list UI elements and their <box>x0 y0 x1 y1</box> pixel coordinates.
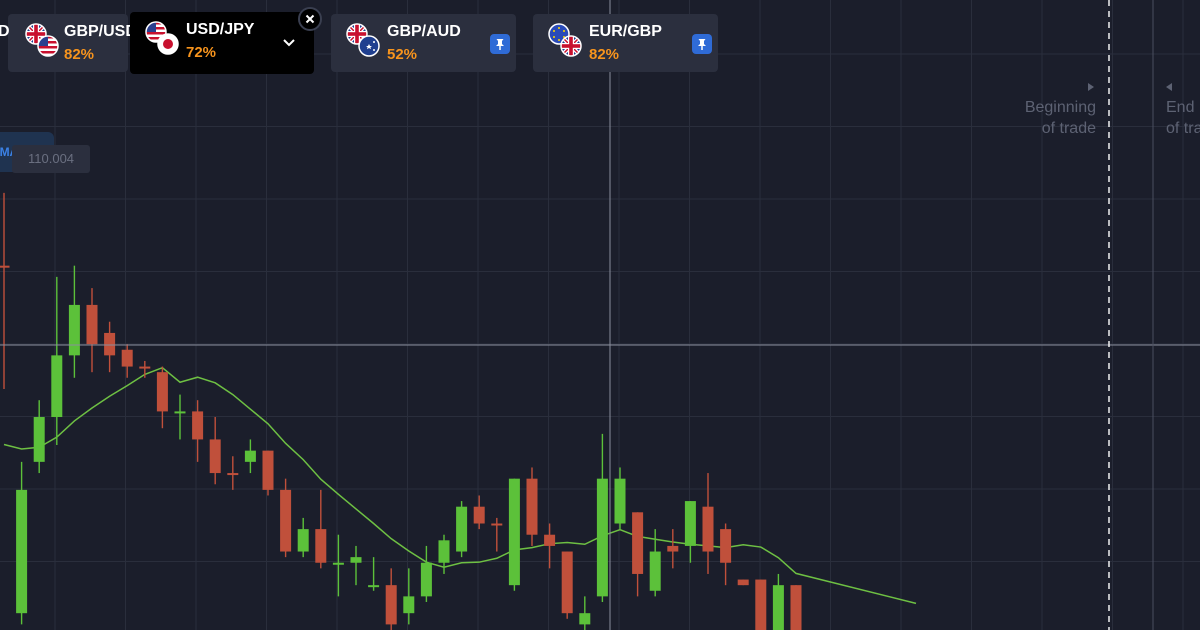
candles <box>0 192 802 630</box>
pin-button[interactable] <box>692 34 712 54</box>
flag-pair-icon <box>345 22 380 57</box>
candle-body <box>192 411 204 440</box>
candle-body <box>227 473 239 476</box>
flag-pair-icon <box>22 22 62 62</box>
candle-body <box>491 523 503 526</box>
tab-pair-label: GBP/AUD <box>387 23 461 40</box>
triangle-left-icon <box>1166 83 1172 91</box>
candle-body <box>350 557 362 563</box>
candle-body <box>16 489 28 614</box>
tab-pair-label: USD/JPY <box>186 21 255 38</box>
chevron-down-icon[interactable] <box>282 38 296 48</box>
tab-gbp-usd[interactable]: GBP/USD 82% <box>8 14 137 72</box>
candle-body <box>33 417 45 462</box>
candle-body <box>332 562 344 565</box>
candle-body <box>315 529 327 563</box>
tab-partial-label: D <box>0 23 10 40</box>
triangle-right-icon <box>1088 83 1094 91</box>
flag-pair-icon <box>548 23 587 62</box>
candle-body <box>561 551 573 614</box>
candle-body <box>385 585 397 625</box>
candle-body <box>684 501 696 546</box>
trade-markers <box>1108 0 1154 630</box>
candle-body <box>526 478 538 535</box>
candle-body <box>174 411 186 414</box>
tab-percent: 82% <box>589 46 620 63</box>
candle-body <box>297 529 309 552</box>
pin-icon <box>698 39 706 50</box>
candle-body <box>579 613 591 625</box>
candle-body <box>51 355 63 418</box>
candle-body <box>737 579 749 586</box>
candle-body <box>244 450 256 462</box>
candle-body <box>368 585 380 588</box>
candle-body <box>209 439 221 474</box>
candle-body <box>614 478 626 524</box>
candle-body <box>755 579 767 630</box>
price-tag: 110.004 <box>12 145 90 173</box>
candle-body <box>667 545 679 552</box>
moving-average-line <box>3 366 917 605</box>
moving-average-path <box>3 366 917 605</box>
candle-body <box>403 596 415 614</box>
candle-body <box>632 512 644 574</box>
candle-body <box>280 489 292 552</box>
candle-body <box>121 349 133 367</box>
tab-percent: 82% <box>64 46 95 63</box>
candle-body <box>156 372 168 412</box>
candle-body <box>649 551 661 591</box>
tab-percent: 72% <box>186 44 217 61</box>
candle-body <box>456 506 468 552</box>
flag-pair-icon <box>144 20 179 55</box>
candle-body <box>702 506 714 552</box>
candle-body <box>139 366 151 369</box>
pin-button[interactable] <box>490 34 510 54</box>
tab-gbp-aud[interactable]: GBP/AUD 52% <box>331 14 516 72</box>
candle-body <box>262 450 274 490</box>
candle-body <box>544 534 556 546</box>
candle-body <box>68 304 80 356</box>
candle-body <box>790 585 802 630</box>
close-tab-button[interactable] <box>298 7 322 31</box>
tab-usd-jpy[interactable]: USD/JPY 72% <box>130 12 314 74</box>
candle-body <box>720 529 732 563</box>
candle-body <box>508 478 520 586</box>
tab-pair-label: GBP/USD <box>64 23 137 40</box>
close-icon <box>305 14 315 24</box>
candle-body <box>473 506 485 524</box>
candle-body <box>596 478 608 597</box>
candle-body <box>438 540 450 563</box>
candle-body <box>772 585 784 630</box>
beginning-of-trade-label: Beginning of trade <box>1024 99 1096 137</box>
candle-body <box>86 304 98 345</box>
candle-body <box>104 332 116 356</box>
end-of-trade-label: End of tra <box>1166 99 1200 137</box>
candle-body <box>420 562 432 597</box>
tab-eur-gbp[interactable]: EUR/GBP 82% <box>533 14 718 72</box>
tab-pair-label: EUR/GBP <box>589 23 662 40</box>
candle-body <box>0 265 10 268</box>
pin-icon <box>496 39 504 50</box>
tab-percent: 52% <box>387 46 418 63</box>
